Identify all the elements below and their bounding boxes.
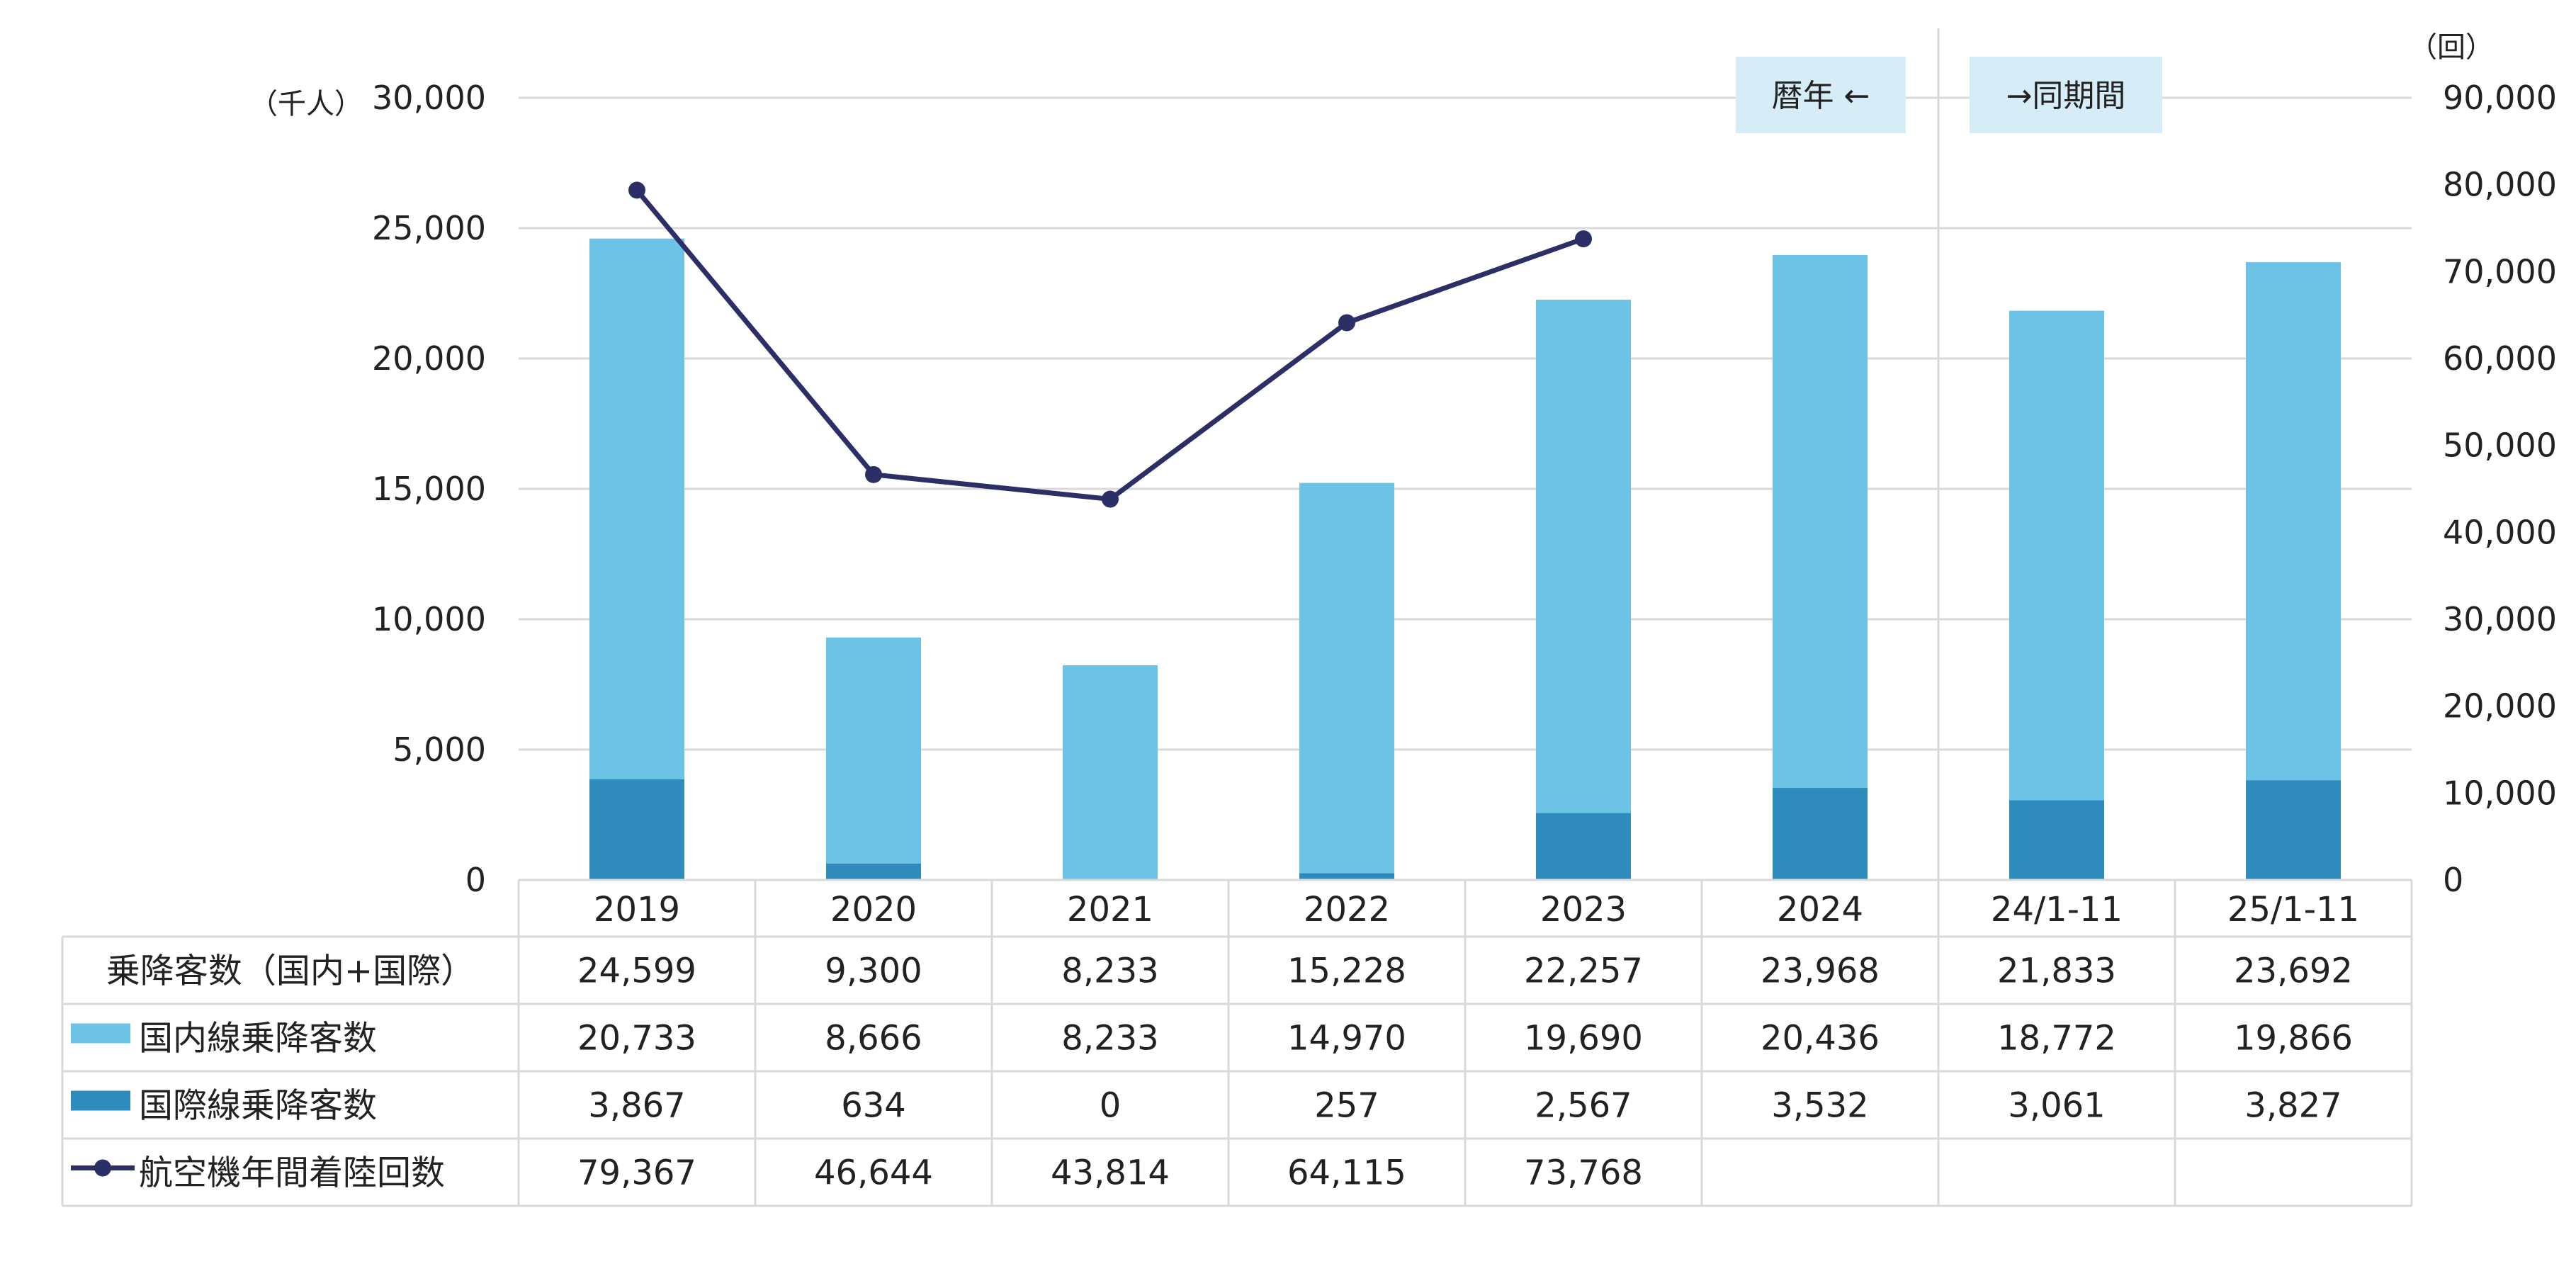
table-cell: 257 xyxy=(1314,1086,1379,1126)
bar-international xyxy=(2009,800,2104,880)
row-label: 国際線乗降客数 xyxy=(139,1086,377,1126)
left-tick-label: 5,000 xyxy=(392,730,486,769)
axes: 0 5,000 10,000 15,000 20,000 25,000 30,000 0 10,… xyxy=(249,31,2557,899)
landings-point xyxy=(1102,490,1119,508)
bar-domestic xyxy=(2246,262,2341,781)
legend-key-international xyxy=(71,1090,130,1111)
right-tick-label: 90,000 xyxy=(2443,79,2557,117)
bars xyxy=(589,238,2341,880)
bar-domestic xyxy=(826,637,921,864)
landings-polyline xyxy=(635,188,1585,502)
landings-point xyxy=(628,181,645,199)
right-tick-label: 50,000 xyxy=(2443,427,2557,465)
landings-point xyxy=(1338,314,1355,332)
right-tick-label: 80,000 xyxy=(2443,166,2557,204)
table-cell: 79,367 xyxy=(577,1153,696,1193)
bar-domestic xyxy=(1299,482,1394,874)
left-tick-label: 20,000 xyxy=(372,339,486,378)
period-badge-label: 暦年 ← xyxy=(1772,78,1870,114)
category-label: 2021 xyxy=(1067,890,1153,930)
table-cell: 8,233 xyxy=(1061,1019,1158,1058)
bar-international xyxy=(589,779,684,880)
right-tick-label: 30,000 xyxy=(2443,600,2557,638)
bar-domestic xyxy=(2009,310,2104,801)
table-cell: 20,436 xyxy=(1761,1019,1880,1058)
table-cell: 19,690 xyxy=(1524,1019,1643,1058)
table-cell: 23,968 xyxy=(1761,952,1880,991)
bar-domestic xyxy=(1063,665,1158,880)
table-cell: 3,061 xyxy=(2008,1086,2105,1126)
table-cell: 22,257 xyxy=(1524,952,1643,991)
table-cell: 43,814 xyxy=(1051,1153,1170,1193)
landings-line xyxy=(628,181,1592,508)
table-cell: 21,833 xyxy=(1997,952,2116,991)
table-cell: 0 xyxy=(1100,1086,1122,1126)
table-cell: 3,532 xyxy=(1771,1086,1868,1126)
table-cell: 64,115 xyxy=(1287,1153,1406,1193)
bar-international xyxy=(1773,788,1868,880)
table-cell: 14,970 xyxy=(1287,1019,1406,1058)
data-table: 2019 2020 2021 2022 2023 2024 24/1-11 25/1-11 乗降… xyxy=(61,879,2413,1207)
bar-domestic xyxy=(1773,254,1868,789)
category-label: 24/1-11 xyxy=(1991,890,2123,930)
left-tick-label: 0 xyxy=(465,861,486,899)
table-cell: 46,644 xyxy=(814,1153,933,1193)
left-tick-label: 25,000 xyxy=(372,209,486,247)
table-cell: 3,867 xyxy=(588,1086,685,1126)
category-label: 2020 xyxy=(830,890,917,930)
table-cell: 3,827 xyxy=(2244,1086,2341,1126)
table-cell: 23,692 xyxy=(2234,952,2353,991)
table-cell: 24,599 xyxy=(577,952,696,991)
category-label: 2019 xyxy=(594,890,680,930)
table-cell: 634 xyxy=(841,1086,906,1126)
category-label: 2024 xyxy=(1777,890,1863,930)
row-label: 乗降客数（国内+国際） xyxy=(106,952,475,991)
legend-key-marker xyxy=(94,1159,111,1177)
table-cell: 8,666 xyxy=(825,1019,922,1058)
table-cell: 2,567 xyxy=(1535,1086,1632,1126)
legend-key-domestic xyxy=(71,1023,130,1044)
right-axis-unit: （回） xyxy=(2409,31,2494,64)
period-badge-label: →同期間 xyxy=(2006,78,2126,114)
table-cell: 20,733 xyxy=(577,1019,696,1058)
row-label: 航空機年間着陸回数 xyxy=(139,1153,445,1193)
category-label: 2023 xyxy=(1540,890,1627,930)
table-cell: 8,233 xyxy=(1061,952,1158,991)
bar-international xyxy=(2246,780,2341,880)
right-tick-label: 0 xyxy=(2443,861,2463,899)
right-tick-label: 60,000 xyxy=(2443,339,2557,378)
left-tick-label: 15,000 xyxy=(372,470,486,508)
bar-international xyxy=(826,863,921,880)
bar-domestic xyxy=(1536,299,1631,813)
table-cell: 18,772 xyxy=(1997,1019,2116,1058)
bar-international xyxy=(1536,813,1631,880)
right-tick-label: 40,000 xyxy=(2443,513,2557,551)
right-tick-label: 20,000 xyxy=(2443,687,2557,725)
landings-point xyxy=(865,465,882,483)
table-cell: 19,866 xyxy=(2234,1019,2353,1058)
left-tick-label: 10,000 xyxy=(372,600,486,638)
row-label: 国内線乗降客数 xyxy=(139,1019,377,1058)
period-badge xyxy=(1970,57,2162,133)
right-tick-label: 10,000 xyxy=(2443,774,2557,812)
bar-international xyxy=(1299,873,1394,880)
landings-point xyxy=(1575,230,1592,248)
right-tick-label: 70,000 xyxy=(2443,252,2557,290)
bar-domestic xyxy=(589,238,684,779)
period-badge xyxy=(1736,57,1906,133)
left-tick-label: 30,000 xyxy=(372,79,486,117)
table-cell: 15,228 xyxy=(1287,952,1406,991)
left-axis-unit: （千人） xyxy=(249,88,363,120)
period-badges: 暦年 ← →同期間 xyxy=(1736,57,2162,133)
table-cell: 9,300 xyxy=(825,952,922,991)
category-label: 25/1-11 xyxy=(2227,890,2359,930)
gridlines xyxy=(519,28,2412,881)
table-cell: 73,768 xyxy=(1524,1153,1643,1193)
category-label: 2022 xyxy=(1304,890,1390,930)
